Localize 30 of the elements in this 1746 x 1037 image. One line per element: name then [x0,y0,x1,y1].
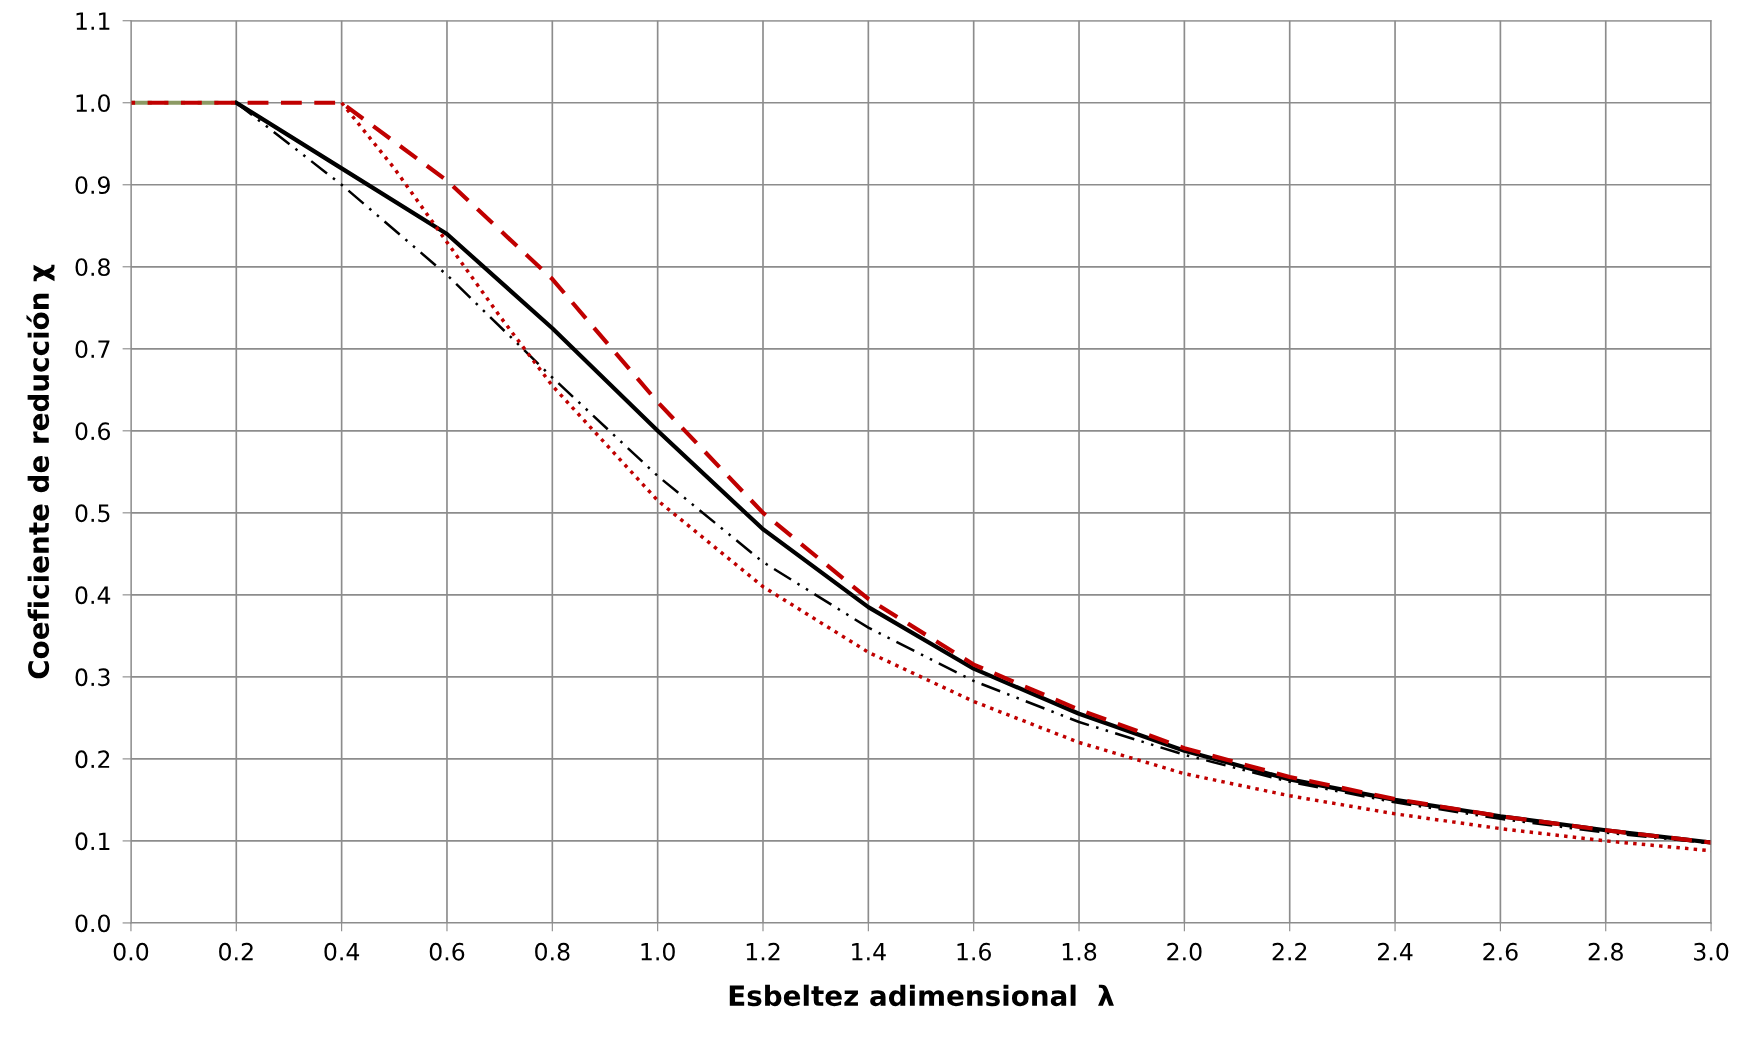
x-tick-label: 0.6 [429,942,465,961]
x-axis-title: Esbeltez adimensional λ [729,984,1114,1007]
x-tick-label: 2.6 [1483,942,1518,961]
y-tick-label: 0.0 [75,914,110,933]
y-tick-label: 0.9 [75,176,110,195]
y-tick-label: 0.4 [75,586,111,605]
x-tick-label: 1.4 [852,943,886,961]
y-tick-label: 0.2 [75,750,110,769]
x-tick-label: 2.8 [1588,942,1623,961]
y-tick-label: 0.8 [75,258,110,277]
y-tick-label: 0.1 [75,832,110,851]
y-tick-label: 1.0 [76,94,110,113]
x-tick-label: 1.0 [641,942,675,961]
x-tick-label: 1.2 [746,942,780,961]
x-tick-label: 0.0 [113,942,149,961]
y-tick-label: 0.3 [75,668,110,687]
y-tick-label: 0.7 [75,340,110,359]
x-tick-label: 0.8 [535,942,570,961]
y-tick-label: 0.5 [75,504,110,523]
y-axis-title: Coeficiente de reducción χ [26,264,55,679]
x-tick-label: 2.2 [1272,942,1307,961]
x-tick-label: 3.0 [1694,942,1729,961]
y-tick-label: 0.6 [75,422,111,441]
x-tick-label: 2.0 [1167,942,1202,961]
x-tick-label: 1.8 [1062,942,1097,961]
x-tick-label: 0.2 [219,942,253,961]
x-tick-label: 0.4 [324,942,360,961]
x-tick-label: 1.6 [957,942,991,961]
x-tick-label: 2.4 [1378,942,1413,961]
y-tick-label: 1.1 [76,12,110,30]
